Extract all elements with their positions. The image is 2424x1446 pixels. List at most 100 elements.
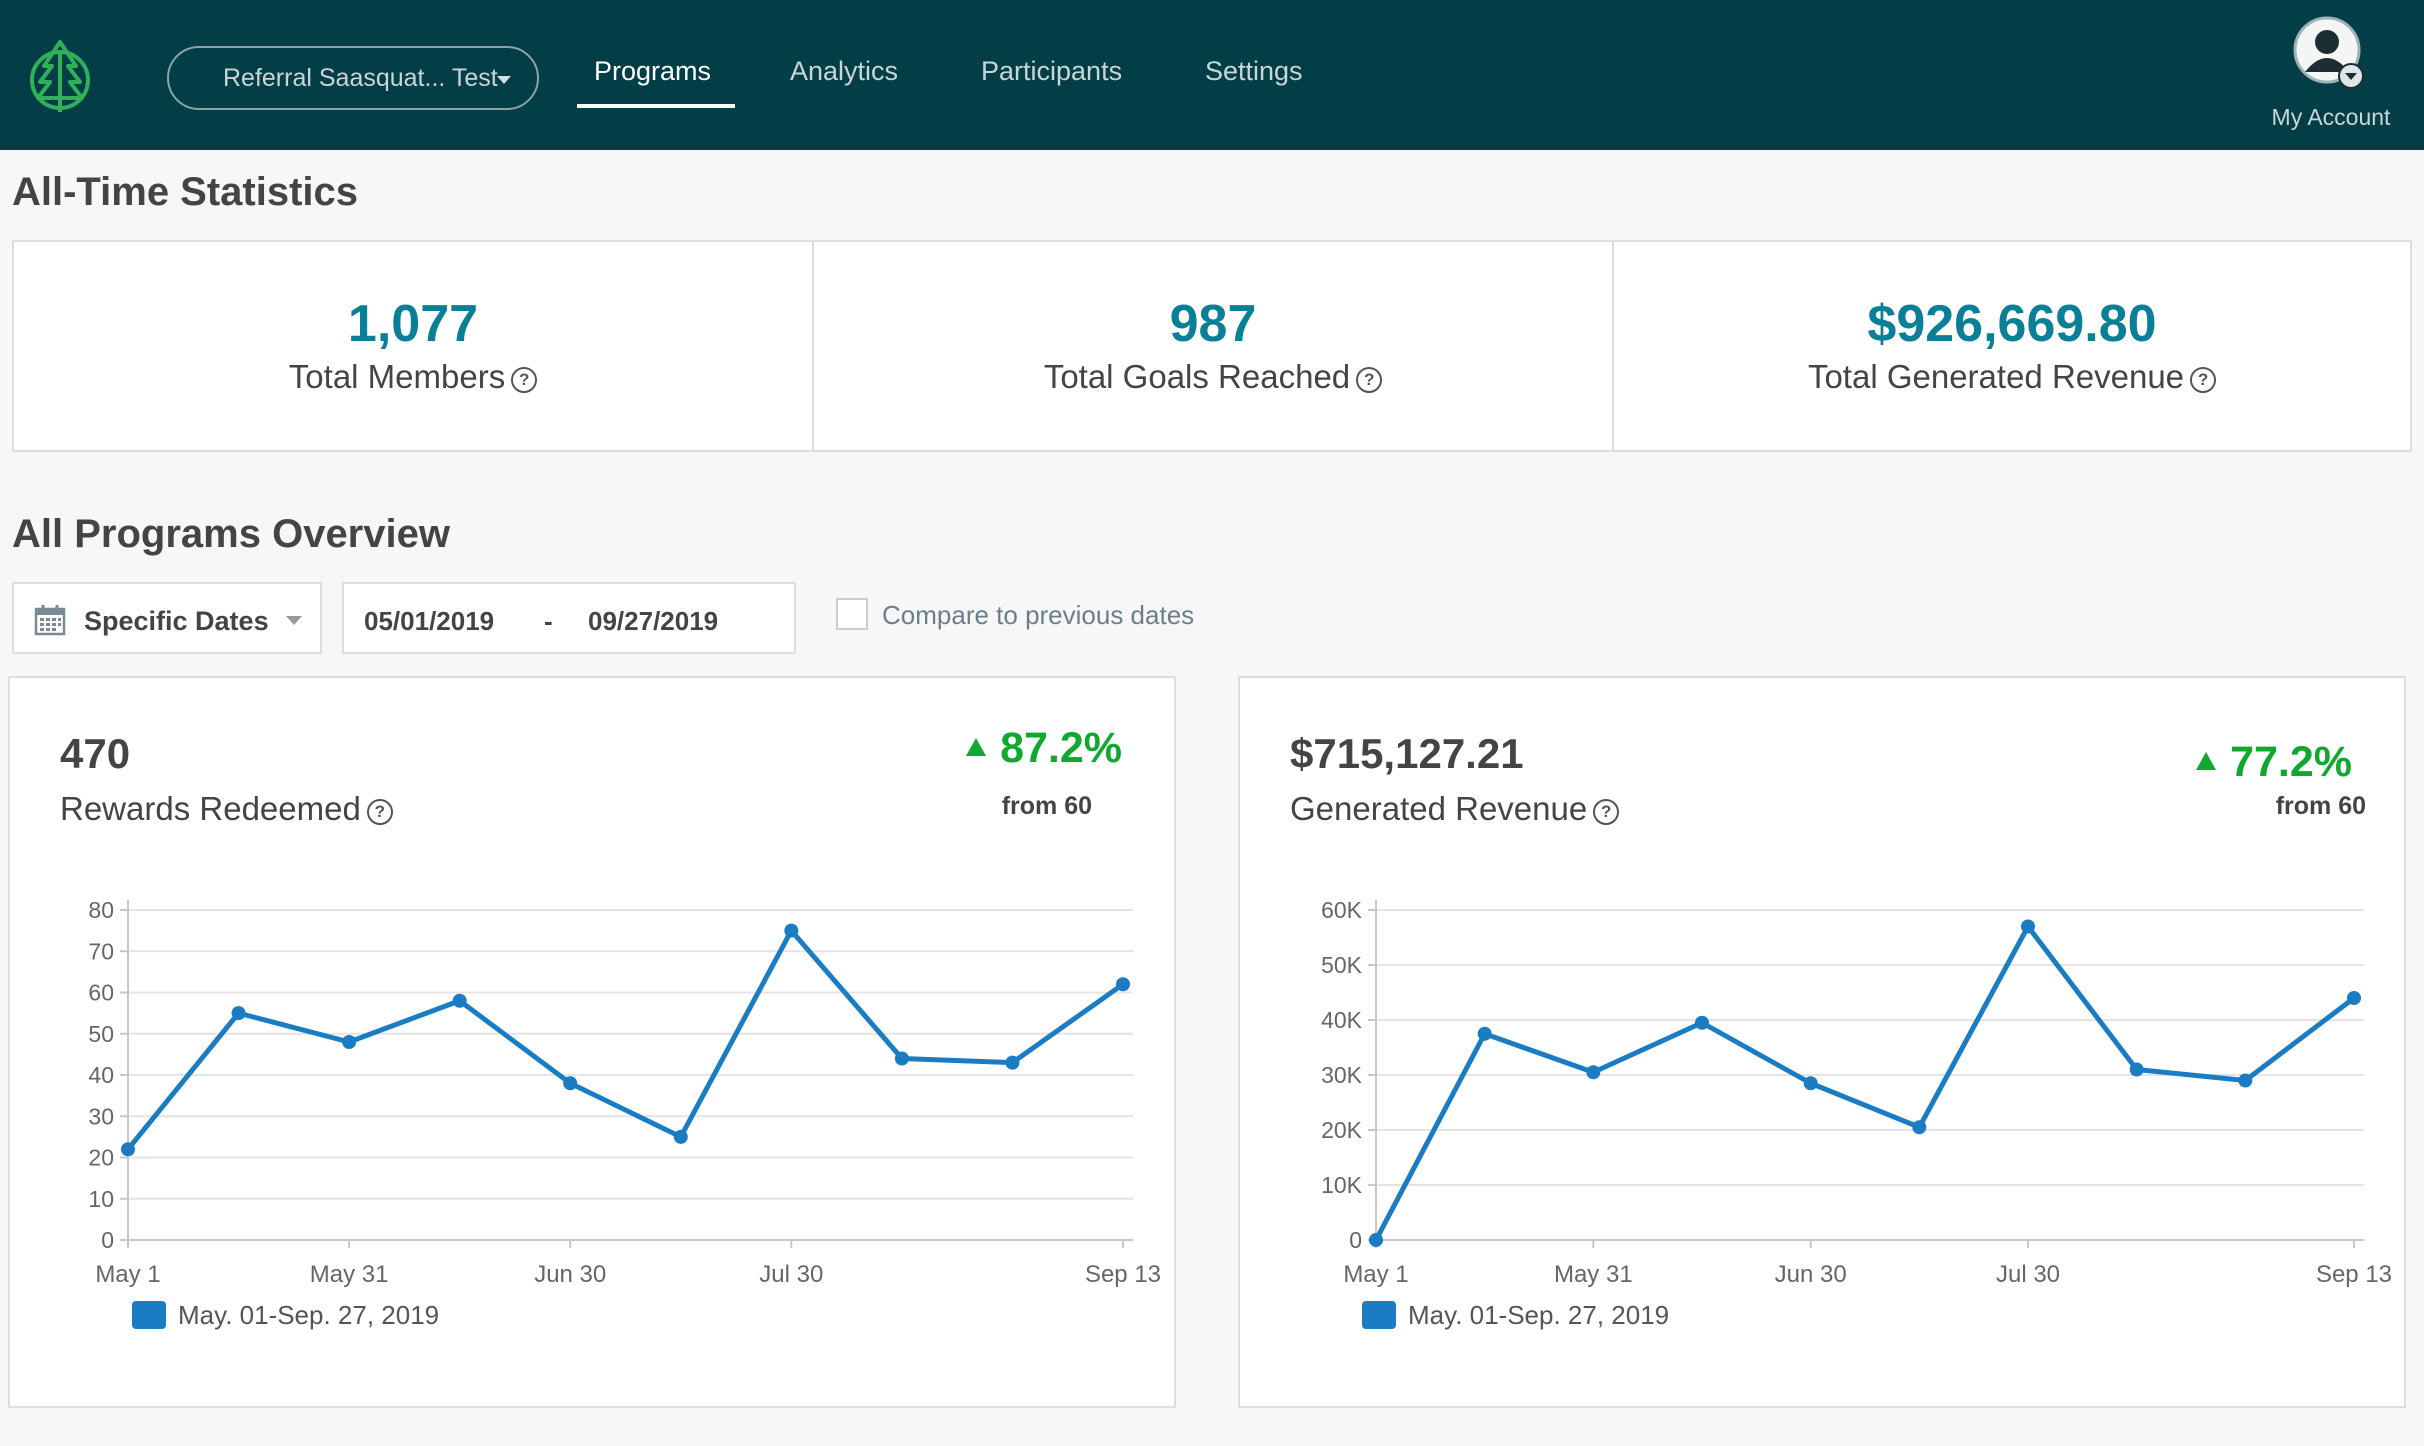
y-tick-label: 70: [88, 938, 114, 964]
program-select-label: Referral Saasquat... Test: [223, 64, 498, 92]
y-tick-label: 0: [101, 1227, 114, 1253]
help-icon[interactable]: ?: [1593, 799, 1620, 825]
kpi-label-text: Generated Revenue: [1290, 790, 1588, 827]
y-tick-label: 10: [88, 1186, 114, 1212]
date-type-label: Specific Dates: [84, 606, 269, 636]
x-tick-label: Jul 30: [759, 1261, 823, 1288]
legend-label: May. 01-Sep. 27, 2019: [1408, 1300, 1670, 1330]
y-tick-label: 80: [88, 897, 114, 923]
y-tick-label: 20: [88, 1145, 114, 1171]
data-point: [1116, 977, 1130, 992]
trend-indicator: 87.2%: [966, 724, 1122, 773]
legend-swatch: [132, 1301, 166, 1329]
trend-percentage: 77.2%: [2230, 738, 2352, 786]
data-point: [1005, 1055, 1020, 1070]
data-point: [342, 1035, 357, 1049]
y-tick-label: 60K: [1321, 897, 1363, 923]
y-tick-label: 20K: [1321, 1117, 1363, 1143]
help-icon[interactable]: ?: [366, 799, 393, 825]
stat-label-text: Total Goals Reached: [1043, 358, 1351, 395]
data-point: [673, 1129, 688, 1144]
kpi-value: $715,127.21: [1290, 730, 1524, 777]
trend-up-arrow-icon: [2196, 752, 2217, 770]
legend-label: May. 01-Sep. 27, 2019: [178, 1300, 440, 1330]
chevron-down-icon: [286, 616, 302, 625]
kpi-label: Rewards Redeemed?: [60, 790, 393, 828]
data-point: [231, 1006, 246, 1021]
generated-revenue-card: $715,127.21 Generated Revenue? 77.2% fro…: [1238, 676, 2406, 1408]
end-date-input[interactable]: 09/27/2019: [588, 606, 719, 636]
all-programs-overview-heading: All Programs Overview: [12, 512, 450, 556]
active-nav-indicator: [577, 104, 735, 108]
chart-legend[interactable]: May. 01-Sep. 27, 2019: [1362, 1300, 1669, 1331]
data-point: [1477, 1026, 1492, 1041]
kpi-label-text: Rewards Redeemed: [60, 790, 361, 827]
date-separator: -: [544, 606, 553, 636]
help-icon[interactable]: ?: [1356, 367, 1383, 393]
y-tick-label: 0: [1349, 1227, 1362, 1253]
stat-value: 1,077: [347, 295, 479, 353]
stat-label: Total Generated Revenue?: [1614, 358, 2410, 396]
calendar-icon: [34, 605, 66, 636]
stat-value: $926,669.80: [1867, 295, 2157, 353]
trend-indicator: 77.2%: [2196, 738, 2352, 787]
y-tick-label: 50K: [1321, 952, 1363, 978]
nav-settings[interactable]: Settings: [1205, 56, 1303, 86]
trend-percentage: 87.2%: [1000, 724, 1122, 772]
series-line: [126, 928, 1125, 1151]
stat-label: Total Members?: [14, 358, 812, 396]
data-point: [1803, 1076, 1818, 1091]
kpi-value: 470: [60, 730, 131, 777]
data-point: [121, 1142, 135, 1157]
x-tick-label: May 1: [1343, 1261, 1408, 1288]
y-tick-label: 40K: [1321, 1007, 1363, 1033]
data-point: [1369, 1233, 1383, 1247]
data-point: [1912, 1120, 1927, 1135]
x-tick-label: May 1: [95, 1261, 160, 1288]
data-point: [894, 1051, 909, 1066]
chart-legend[interactable]: May. 01-Sep. 27, 2019: [132, 1300, 439, 1331]
data-point: [452, 993, 467, 1008]
data-point: [1695, 1015, 1709, 1030]
data-point: [784, 923, 799, 938]
data-point: [2238, 1073, 2253, 1088]
nav-analytics[interactable]: Analytics: [790, 56, 899, 86]
trend-up-arrow-icon: [966, 738, 987, 756]
help-icon[interactable]: ?: [511, 367, 538, 393]
trend-baseline: from 60: [2275, 792, 2366, 820]
nav-programs[interactable]: Programs: [594, 56, 712, 86]
chevron-down-icon: [497, 76, 511, 84]
date-range-picker[interactable]: 05/01/2019 - 09/27/2019: [342, 582, 796, 654]
data-point: [2347, 991, 2361, 1005]
x-tick-label: Jun 30: [534, 1261, 606, 1288]
my-account-menu[interactable]: My Account: [2256, 16, 2406, 136]
start-date-input[interactable]: 05/01/2019: [364, 606, 495, 636]
y-tick-label: 40: [88, 1062, 114, 1088]
all-time-statistics-heading: All-Time Statistics: [12, 170, 359, 214]
series-line: [1373, 924, 2356, 1242]
data-point: [563, 1076, 578, 1091]
stat-card-total-goals-reached: 987 Total Goals Reached?: [812, 240, 1614, 452]
y-tick-label: 10K: [1321, 1172, 1363, 1198]
my-account-label: My Account: [2271, 104, 2391, 130]
y-tick-label: 30: [88, 1103, 114, 1129]
user-avatar-icon: [2293, 16, 2364, 89]
program-select-dropdown[interactable]: Referral Saasquat... Test: [167, 46, 539, 110]
top-navigation-bar: Referral Saasquat... Test Programs Analy…: [0, 0, 2424, 150]
compare-checkbox[interactable]: [836, 598, 868, 630]
stat-label-text: Total Generated Revenue: [1807, 358, 2185, 395]
nav-participants[interactable]: Participants: [981, 56, 1123, 86]
y-tick-label: 50: [88, 1021, 114, 1047]
x-tick-label: Jul 30: [1996, 1261, 2060, 1288]
kpi-label: Generated Revenue?: [1290, 790, 1620, 828]
help-icon[interactable]: ?: [2190, 367, 2217, 393]
compare-checkbox-label[interactable]: Compare to previous dates: [882, 600, 1195, 630]
data-point: [1586, 1065, 1601, 1080]
evergreen-tree-logo-icon[interactable]: [26, 36, 94, 116]
generated-revenue-line-chart: 0 10K 20K 30K 40K 50K 60K May 1 May 31 Jun 30 Jul …: [1321, 897, 2392, 1288]
x-tick-label: Sep 13: [1085, 1261, 1161, 1288]
rewards-redeemed-line-chart: 0 10 20 30 40 50 60 70 80 May 1 May 31 Jun 30 Jul 30…: [88, 897, 1161, 1288]
data-point: [2021, 919, 2035, 934]
stat-label: Total Goals Reached?: [814, 358, 1612, 396]
date-type-dropdown[interactable]: Specific Dates: [12, 582, 322, 654]
